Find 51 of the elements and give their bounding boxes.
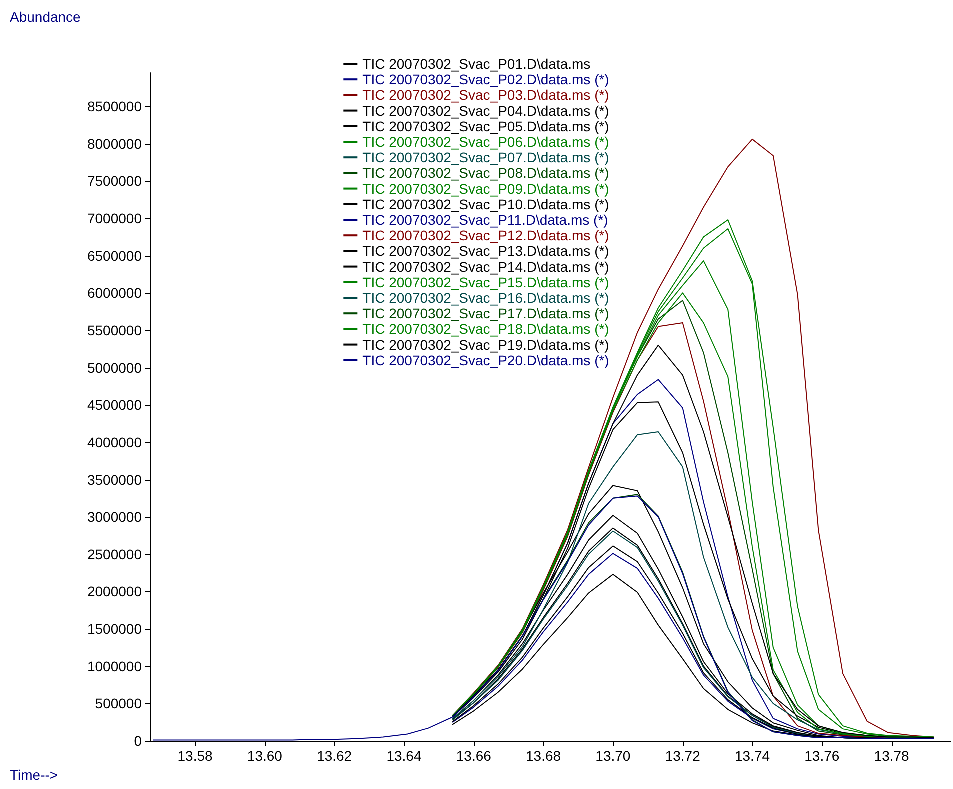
y-tick-label: 3500000 xyxy=(87,472,142,488)
legend-label: TIC 20070302_Svac_P04.D\data.ms (*) xyxy=(362,102,610,119)
x-tick-label: 13.70 xyxy=(596,748,631,764)
x-tick-label: 13.72 xyxy=(665,748,701,764)
y-tick-label: 3000000 xyxy=(87,509,142,526)
x-tick-label: 13.64 xyxy=(386,748,422,764)
y-axis-title: Abundance xyxy=(10,9,82,25)
x-tick-label: 13.68 xyxy=(526,748,562,764)
y-tick-label: 2500000 xyxy=(87,546,142,562)
legend-label: TIC 20070302_Svac_P10.D\data.ms (*) xyxy=(362,196,610,212)
y-tick-label: 1500000 xyxy=(87,621,142,638)
legend-label: TIC 20070302_Svac_P06.D\data.ms (*) xyxy=(362,134,610,150)
y-tick-label: 8500000 xyxy=(87,98,142,115)
y-tick-label: 7500000 xyxy=(87,173,142,190)
legend-label: TIC 20070302_Svac_P11.D\data.ms (*) xyxy=(362,212,608,228)
x-tick-label: 13.76 xyxy=(804,748,840,764)
x-tick-label: 13.66 xyxy=(456,748,492,764)
y-tick-label: 5500000 xyxy=(87,322,142,338)
y-tick-label: 6000000 xyxy=(87,285,142,302)
y-tick-label: 500000 xyxy=(95,696,142,712)
legend-label: TIC 20070302_Svac_P07.D\data.ms (*) xyxy=(362,150,610,166)
legend-label: TIC 20070302_Svac_P02.D\data.ms (*) xyxy=(362,72,610,88)
y-tick-label: 8000000 xyxy=(87,136,142,152)
x-tick-label: 13.74 xyxy=(734,748,770,764)
legend-label: TIC 20070302_Svac_P09.D\data.ms (*) xyxy=(362,180,610,197)
x-axis-title: Time--> xyxy=(10,767,58,783)
legend-label: TIC 20070302_Svac_P16.D\data.ms (*) xyxy=(362,290,610,306)
legend-label: TIC 20070302_Svac_P15.D\data.ms (*) xyxy=(362,274,610,290)
legend-label: TIC 20070302_Svac_P20.D\data.ms (*) xyxy=(362,352,610,368)
legend-label: TIC 20070302_Svac_P08.D\data.ms (*) xyxy=(362,165,610,182)
x-tick-label: 13.78 xyxy=(874,748,910,764)
y-tick-label: 4000000 xyxy=(87,434,142,450)
legend-label: TIC 20070302_Svac_P19.D\data.ms (*) xyxy=(362,336,610,353)
y-tick-label: 0 xyxy=(134,733,142,749)
y-tick-label: 4500000 xyxy=(87,397,142,414)
legend-label: TIC 20070302_Svac_P01.D\data.ms xyxy=(362,56,591,72)
x-tick-label: 13.62 xyxy=(317,748,352,764)
y-tick-label: 5000000 xyxy=(87,360,142,376)
x-tick-label: 13.58 xyxy=(178,748,213,764)
legend-label: TIC 20070302_Svac_P14.D\data.ms (*) xyxy=(362,258,610,275)
legend-label: TIC 20070302_Svac_P05.D\data.ms (*) xyxy=(362,118,610,134)
y-tick-label: 7000000 xyxy=(87,210,142,227)
y-tick-label: 1000000 xyxy=(87,658,142,674)
legend-label: TIC 20070302_Svac_P12.D\data.ms (*) xyxy=(362,228,610,244)
y-tick-label: 2000000 xyxy=(87,584,142,600)
legend-label: TIC 20070302_Svac_P13.D\data.ms (*) xyxy=(362,243,610,260)
legend-label: TIC 20070302_Svac_P18.D\data.ms (*) xyxy=(362,321,610,338)
legend-label: TIC 20070302_Svac_P03.D\data.ms (*) xyxy=(362,87,610,104)
legend-label: TIC 20070302_Svac_P17.D\data.ms (*) xyxy=(362,306,610,322)
x-tick-label: 13.60 xyxy=(247,748,283,764)
y-tick-label: 6500000 xyxy=(87,248,142,264)
